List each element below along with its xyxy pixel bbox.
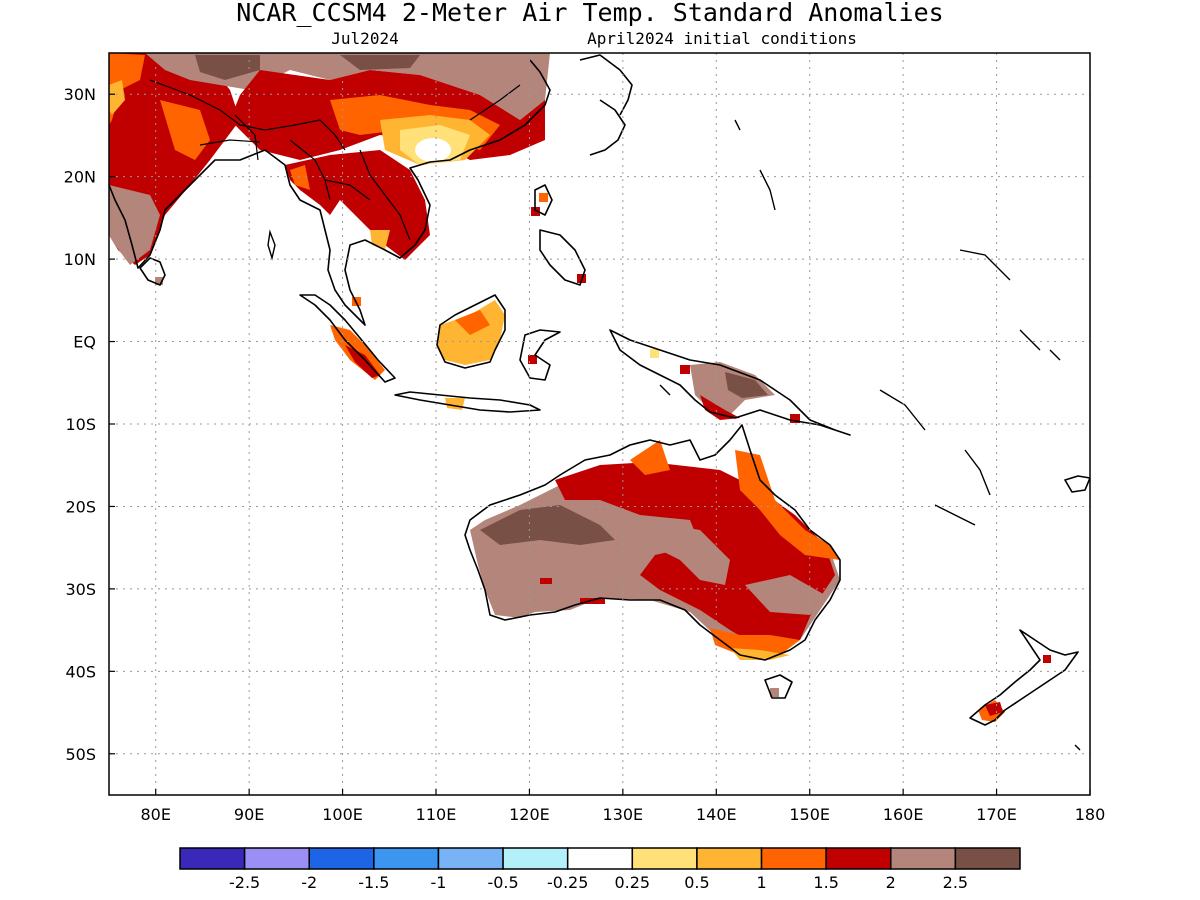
latitude-label: 20N bbox=[64, 168, 96, 187]
colorbar-tick-label: 1.5 bbox=[813, 873, 838, 892]
longitude-label: 140E bbox=[696, 805, 737, 824]
colorbar-swatch bbox=[373, 847, 440, 870]
colorbar-labels: -2.5 -2 -1.5 -1 -0.5 -0.25 0.25 0.5 1 1.5 2 2.5 bbox=[229, 873, 968, 892]
latitude-label: 10N bbox=[64, 250, 96, 269]
colorbar-tick-label: -0.25 bbox=[547, 873, 588, 892]
longitude-label: 100E bbox=[322, 805, 363, 824]
colorbar-swatch bbox=[825, 847, 892, 870]
graticule bbox=[109, 53, 1090, 795]
anomaly-region-new-guinea bbox=[680, 362, 800, 423]
colorbar-tick-label: 1 bbox=[756, 873, 766, 892]
map-plot-area bbox=[109, 53, 1090, 795]
colorbar-swatch bbox=[631, 847, 698, 870]
longitude-labels: 80E 90E 100E 110E 120E 130E 140E 150E 160E 170E 18… bbox=[140, 789, 1105, 824]
colorbar-swatch bbox=[179, 847, 246, 870]
colorbar-swatch bbox=[566, 847, 634, 870]
colorbar bbox=[179, 847, 1021, 870]
longitude-label: 130E bbox=[603, 805, 644, 824]
longitude-label: 90E bbox=[234, 805, 264, 824]
latitude-label: EQ bbox=[73, 333, 96, 352]
colorbar-tick-label: 2.5 bbox=[943, 873, 968, 892]
longitude-label: 170E bbox=[976, 805, 1017, 824]
colorbar-swatch bbox=[437, 847, 504, 870]
colorbar-swatch bbox=[760, 847, 827, 870]
colorbar-tick-label: -2 bbox=[301, 873, 317, 892]
latitude-label: 50S bbox=[65, 745, 96, 764]
colorbar-tick-label: 2 bbox=[886, 873, 896, 892]
latitude-label: 30S bbox=[65, 580, 96, 599]
chart-title: NCAR_CCSM4 2-Meter Air Temp. Standard An… bbox=[236, 0, 943, 27]
islands bbox=[267, 119, 1081, 751]
colorbar-swatch bbox=[696, 847, 763, 870]
subtitle-initial-conditions: April2024 initial conditions bbox=[587, 29, 857, 48]
longitude-label: 180 bbox=[1075, 805, 1106, 824]
longitude-label: 150E bbox=[789, 805, 830, 824]
longitude-label: 120E bbox=[509, 805, 550, 824]
latitude-label: 30N bbox=[64, 85, 96, 104]
latitude-label: 40S bbox=[65, 662, 96, 681]
colorbar-tick-label: 0.25 bbox=[614, 873, 650, 892]
coastlines bbox=[109, 54, 1090, 726]
colorbar-tick-label: -1 bbox=[430, 873, 446, 892]
colorbar-swatch bbox=[890, 847, 957, 870]
longitude-label: 80E bbox=[140, 805, 170, 824]
longitude-label: 110E bbox=[416, 805, 457, 824]
colorbar-swatch bbox=[308, 847, 375, 870]
colorbar-tick-label: -0.5 bbox=[487, 873, 518, 892]
anomaly-region-china bbox=[145, 53, 550, 165]
longitude-label: 160E bbox=[883, 805, 924, 824]
latitude-label: 20S bbox=[65, 497, 96, 516]
colorbar-swatch bbox=[954, 847, 1021, 870]
subtitle-month: Jul2024 bbox=[331, 29, 398, 48]
colorbar-swatch bbox=[243, 847, 310, 870]
latitude-label: 10S bbox=[65, 415, 96, 434]
colorbar-swatch bbox=[502, 847, 569, 870]
latitude-labels: 30N 20N 10N EQ 10S 20S 30S 40S 50S bbox=[64, 85, 115, 764]
colorbar-tick-label: 0.5 bbox=[684, 873, 709, 892]
country-borders bbox=[149, 79, 521, 241]
colorbar-tick-label: -2.5 bbox=[229, 873, 260, 892]
anomaly-region-indochina bbox=[285, 150, 586, 283]
anomaly-region-india bbox=[109, 53, 240, 285]
colorbar-tick-label: -1.5 bbox=[358, 873, 389, 892]
